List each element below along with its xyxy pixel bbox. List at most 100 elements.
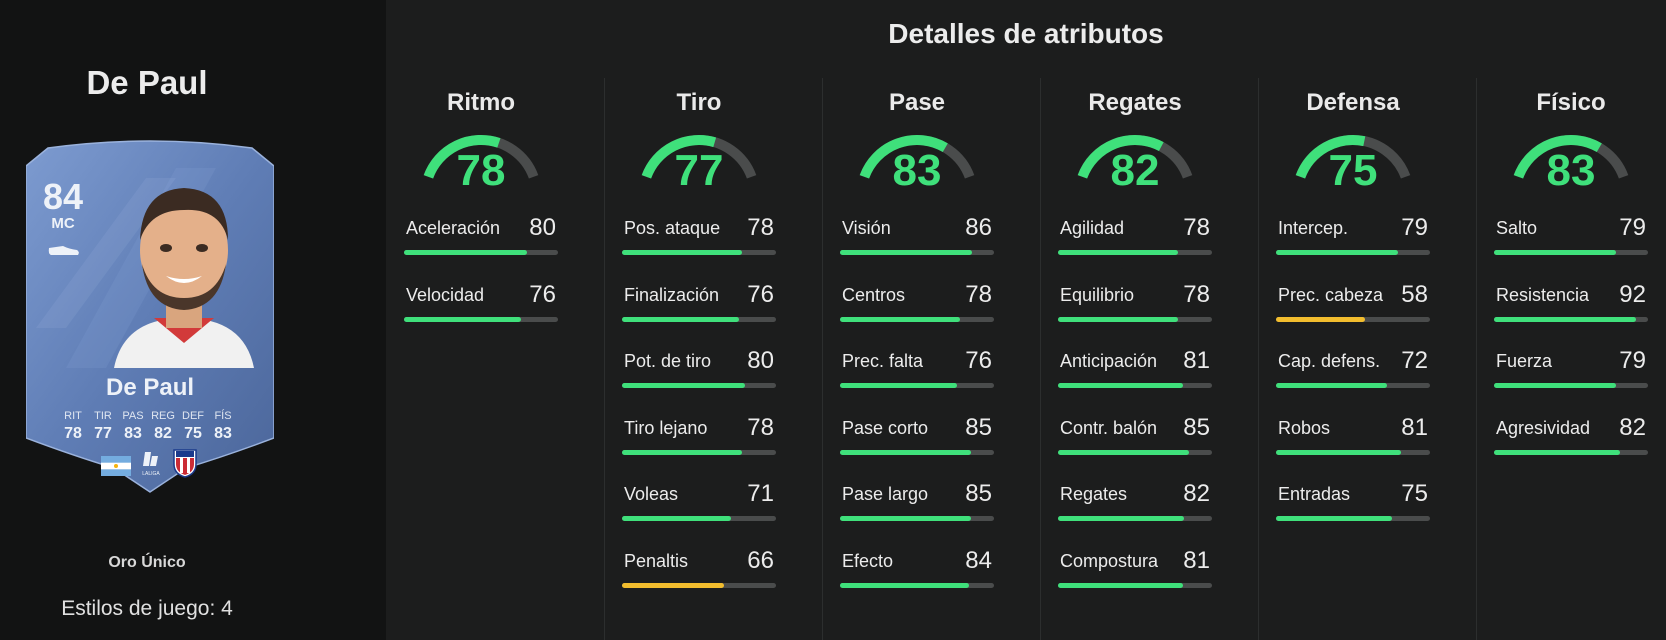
attribute-row: Robos 81 [1276, 414, 1430, 485]
attribute-row: Pase corto 85 [840, 414, 994, 485]
attribute-value: 79 [1619, 214, 1646, 241]
attribute-value: 85 [1183, 413, 1210, 441]
attribute-name: Pase corto [842, 417, 929, 438]
column-divider [1258, 78, 1259, 640]
attribute-bar-fill [840, 383, 958, 388]
card-stat-value: 82 [154, 425, 172, 442]
attribute-bar [840, 582, 994, 588]
attribute-bar [622, 383, 776, 388]
card-position: MC [51, 215, 75, 232]
card-stat-value: 83 [124, 425, 142, 442]
attribute-name: Compostura [1060, 550, 1159, 571]
attribute-row: Cap. defens. 72 [1276, 347, 1430, 418]
attribute-name: Intercep. [1278, 218, 1349, 238]
attribute-row: Finalización 76 [622, 281, 776, 352]
gauge-fill [1513, 135, 1602, 179]
category-title: Tiro [676, 89, 722, 116]
attribute-value: 84 [965, 546, 992, 574]
playstyles-count: Estilos de juego: 4 [61, 597, 233, 620]
attribute-bar-fill [622, 449, 743, 455]
attribute-value: 78 [747, 413, 774, 441]
attribute-bar-fill [1058, 250, 1179, 255]
player-photo-icon [114, 188, 254, 368]
attribute-bar [622, 449, 776, 455]
attribute-row: Regates 82 [1058, 480, 1212, 551]
card-stat-label: FÍS [214, 410, 232, 422]
attribute-bar [1058, 250, 1212, 255]
attribute-name: Pot. de tiro [624, 351, 712, 371]
attribute-bar-fill [1276, 250, 1398, 255]
attribute-value: 82 [1183, 480, 1210, 507]
attribute-value: 82 [1619, 413, 1646, 441]
attribute-bar-fill [840, 449, 971, 455]
attribute-bar [404, 316, 558, 322]
attribute-bar-fill [622, 582, 724, 588]
attribute-name: Centros [842, 284, 906, 305]
card-stat: DEF 75 [178, 410, 208, 443]
attribute-name: Contr. balón [1060, 417, 1158, 438]
category-0: Ritmo 78 Aceleración 80 Velocidad 76 [404, 88, 558, 351]
category-value: 78 [456, 146, 506, 195]
attribute-bar-fill [404, 316, 522, 322]
category-gauge: 83 [852, 126, 982, 198]
attribute-row: Agresividad 82 [1494, 414, 1648, 485]
attribute-value: 81 [1401, 413, 1428, 441]
card-stat-label: REG [151, 410, 175, 422]
attribute-value: 76 [747, 280, 774, 308]
attribute-bar-fill [1494, 383, 1616, 388]
attribute-row: Pos. ataque 78 [622, 214, 776, 285]
column-divider [604, 78, 605, 640]
attribute-name: Fuerza [1496, 351, 1553, 371]
attribute-row: Anticipación 81 [1058, 347, 1212, 418]
attribute-bar-fill [1276, 449, 1401, 455]
attribute-row: Pase largo 85 [840, 480, 994, 551]
attribute-bar-fill [1058, 449, 1189, 455]
attribute-bar-fill [1058, 383, 1183, 388]
attribute-name: Regates [1060, 484, 1128, 504]
attribute-bar [1494, 383, 1648, 388]
attribute-value: 85 [965, 480, 992, 507]
gauge-fill [423, 134, 501, 179]
attribute-row: Resistencia 92 [1494, 281, 1648, 352]
category-1: Tiro 77 Pos. ataque 78 Finalización 76 Pot. d… [622, 88, 776, 617]
attribute-row: Intercep. 79 [1276, 214, 1430, 285]
attribute-name: Prec. falta [842, 351, 924, 371]
category-gauge: 75 [1288, 126, 1418, 198]
attribute-bar [622, 582, 776, 588]
category-title: Pase [888, 89, 946, 116]
attribute-bar-fill [1058, 316, 1179, 322]
attribute-name: Aceleración [406, 218, 501, 238]
category-2: Pase 83 Visión 86 Centros 78 Prec. falta 76 Pas… [840, 88, 994, 617]
attribute-bar [622, 316, 776, 322]
attribute-bar [1276, 383, 1430, 388]
card-stat-value: 75 [184, 425, 202, 442]
card-type-label: Oro Único [108, 554, 186, 571]
category-gauge: 78 [416, 126, 546, 198]
attribute-name: Cap. defens. [1278, 351, 1381, 371]
attribute-row: Efecto 84 [840, 547, 994, 618]
player-card[interactable]: 84 MC De Paul RIT 78 TIR 77 PAS 83 REG 82 DE… [26, 138, 274, 496]
attribute-bar [1276, 316, 1430, 322]
attribute-name: Visión [842, 218, 891, 238]
card-stat: TIR 77 [88, 410, 118, 443]
attribute-row: Voleas 71 [622, 480, 776, 551]
card-stats: RIT 78 TIR 77 PAS 83 REG 82 DEF 75 FÍS 83 [58, 410, 238, 443]
card-stat: RIT 78 [58, 410, 88, 443]
attribute-row: Agilidad 78 [1058, 214, 1212, 285]
attribute-row: Prec. falta 76 [840, 347, 994, 418]
attribute-value: 92 [1619, 280, 1646, 308]
attribute-bar-fill [622, 250, 743, 255]
attribute-row: Visión 86 [840, 214, 994, 285]
card-stat: PAS 83 [118, 410, 148, 443]
attribute-bar-fill [840, 516, 971, 521]
laliga-logo-text: LALIGA [142, 471, 160, 477]
card-stat-value: 83 [214, 425, 232, 442]
card-stat-value: 78 [64, 425, 82, 442]
attribute-bar-fill [622, 316, 740, 322]
attribute-value: 86 [965, 214, 992, 241]
gauge-fill [1077, 135, 1164, 179]
attribute-value: 80 [529, 214, 556, 241]
attribute-name: Entradas [1278, 484, 1351, 504]
attribute-name: Agilidad [1060, 218, 1125, 238]
category-title: Ritmo [447, 89, 515, 116]
